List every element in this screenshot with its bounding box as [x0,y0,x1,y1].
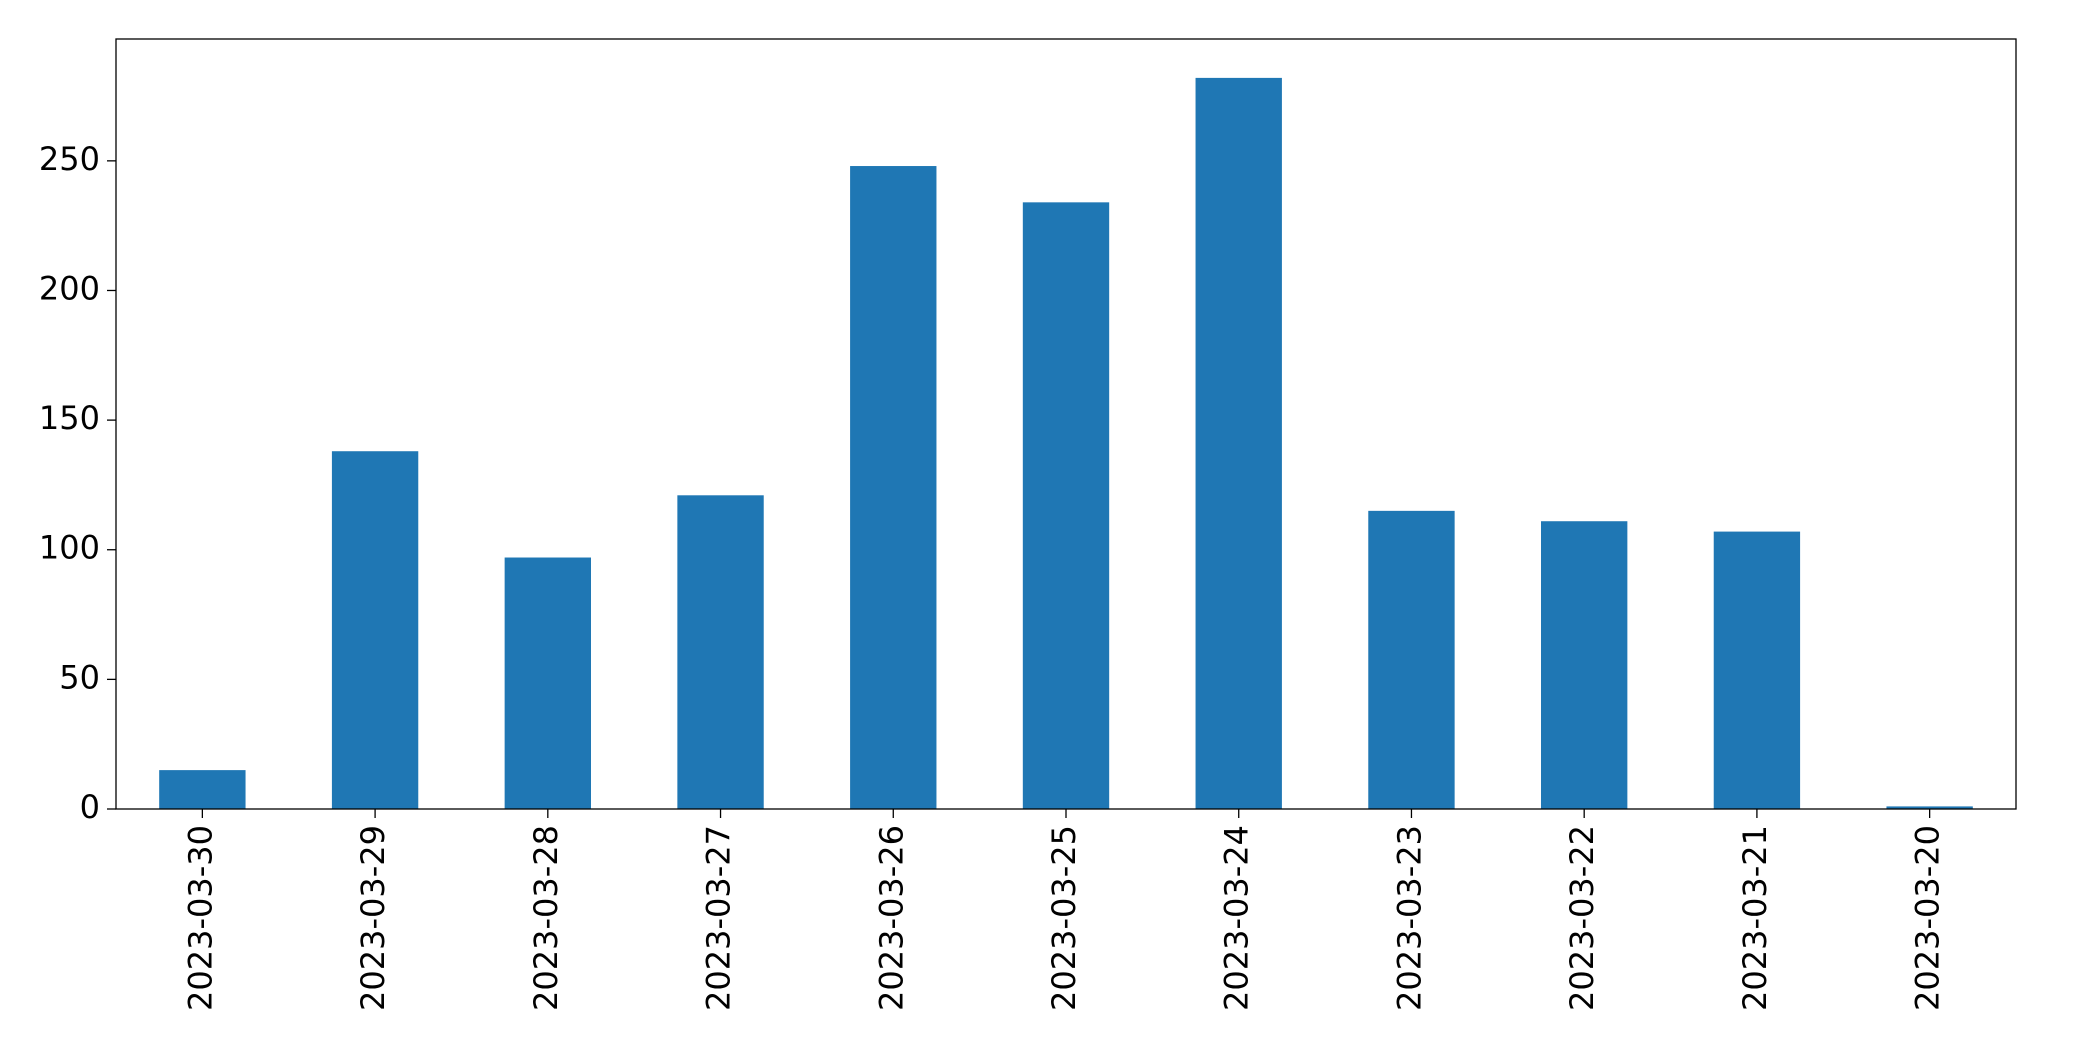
bar [677,495,764,809]
bar [850,166,937,809]
bar [1541,521,1628,809]
x-tick-label: 2023-03-23 [1390,825,1428,1011]
x-tick-label: 2023-03-26 [872,825,910,1011]
bar [1022,202,1110,810]
bar [159,770,246,809]
x-tick-label: 2023-03-20 [1909,825,1947,1011]
x-tick-label: 2023-03-27 [700,825,738,1011]
x-tick-label: 2023-03-21 [1736,825,1774,1011]
y-tick-label: 50 [59,658,100,696]
x-tick-label: 2023-03-22 [1563,825,1601,1011]
y-tick-label: 200 [39,269,100,307]
bar [1368,510,1455,809]
bar [1195,77,1282,809]
bar [1886,806,1973,809]
plot-frame [115,38,2017,810]
bar [504,557,591,809]
y-tick-label: 150 [39,399,100,437]
x-tick-label: 2023-03-28 [527,825,565,1011]
x-tick-label: 2023-03-25 [1045,825,1083,1011]
y-tick-label: 250 [39,140,100,178]
x-tick-label: 2023-03-24 [1218,825,1256,1011]
x-tick-label: 2023-03-29 [354,825,392,1011]
bar [1713,531,1801,809]
x-tick-label: 2023-03-30 [181,825,219,1011]
bar [331,451,419,809]
y-tick-label: 100 [39,529,100,567]
y-tick-label: 0 [80,788,100,826]
